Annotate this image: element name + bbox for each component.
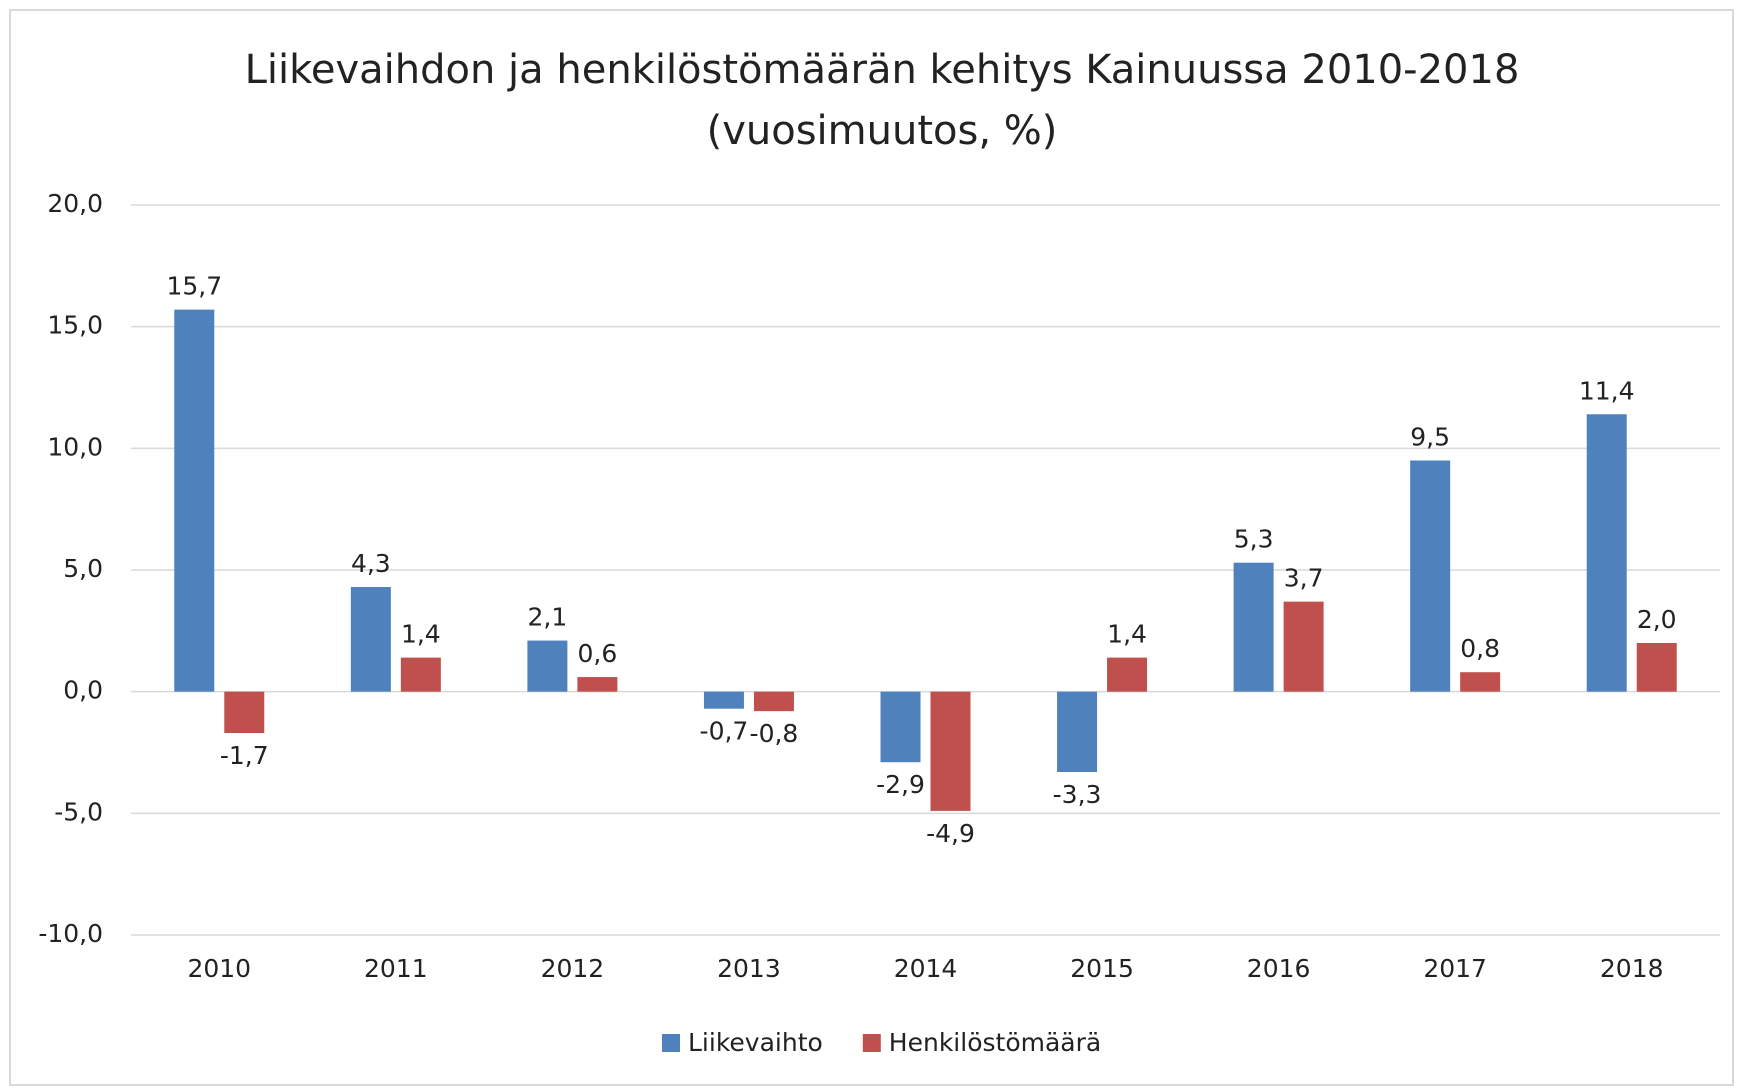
data-label: 1,4 [1107,620,1147,649]
data-label: -4,9 [926,819,975,848]
bar [527,640,568,692]
data-label: 2,0 [1637,605,1677,634]
y-tick-label: 0,0 [63,676,103,705]
x-tick-label: 2014 [894,954,958,983]
x-tick-label: 2013 [717,954,781,983]
bar [400,657,441,692]
data-label: 5,3 [1234,525,1274,554]
chart-title: Liikevaihdon ja henkilöstömäärän kehitys… [245,47,1520,93]
x-tick-label: 2018 [1600,954,1664,983]
x-tick-label: 2011 [364,954,428,983]
legend-swatch [862,1034,881,1052]
data-label: 15,7 [166,272,222,301]
data-label: 9,5 [1410,423,1450,452]
legend-label: Liikevaihto [688,1028,823,1057]
data-label: 4,3 [351,549,391,578]
bar [1283,601,1324,692]
x-tick-label: 2015 [1070,954,1134,983]
y-tick-label: 15,0 [47,311,103,340]
y-tick-label: 10,0 [47,432,103,461]
bar [350,587,391,692]
data-label: 0,8 [1460,634,1500,663]
bar [577,677,618,692]
y-tick-label: 20,0 [47,189,103,218]
bar [1057,691,1098,772]
y-tick-label: 5,0 [63,554,103,583]
bar [930,691,971,811]
chart-frame [9,9,1734,1086]
x-tick-label: 2016 [1247,954,1311,983]
bar [1410,460,1451,692]
bar [224,691,265,734]
data-label: 11,4 [1579,376,1635,405]
x-tick-label: 2017 [1423,954,1487,983]
data-label: -1,7 [220,741,269,770]
data-label: -3,3 [1053,780,1102,809]
chart-subtitle: (vuosimuutos, %) [707,108,1058,154]
bar [753,691,794,712]
data-label: -0,7 [700,717,749,746]
bar [1586,414,1627,692]
bar [1636,643,1677,692]
bar [1460,672,1501,692]
data-label: -0,8 [750,719,799,748]
bar [174,309,215,692]
data-label: 0,6 [578,639,618,668]
legend-swatch [662,1034,680,1052]
x-tick-label: 2012 [541,954,605,983]
y-tick-label: -10,0 [38,919,103,948]
legend-label: Henkilöstömäärä [889,1028,1101,1057]
data-label: 1,4 [401,620,441,649]
bar [1233,562,1274,692]
data-label: 3,7 [1284,564,1324,593]
data-label: -2,9 [876,770,925,799]
bar [880,691,921,763]
x-tick-label: 2010 [187,954,251,983]
bar [703,691,744,709]
y-tick-label: -5,0 [54,797,103,826]
bar [1107,657,1148,692]
data-label: 2,1 [528,603,568,632]
